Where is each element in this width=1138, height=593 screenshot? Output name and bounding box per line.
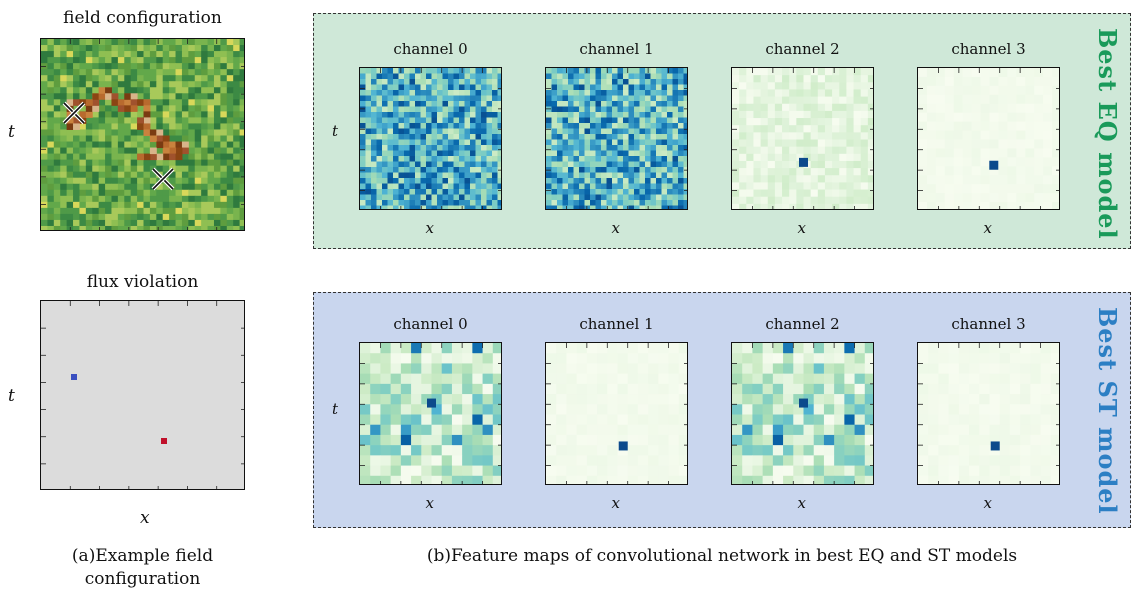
flux-tick-marks	[41, 301, 244, 489]
channel-title: channel 3	[951, 40, 1026, 58]
flux-source-marker	[71, 374, 77, 380]
feature-map	[545, 342, 688, 485]
st-t-axis-label: t	[332, 400, 339, 418]
channel-x-axis-label: x	[983, 494, 992, 512]
channel-x-axis-label: x	[611, 219, 620, 237]
feature-map	[359, 342, 502, 485]
field-configuration-svg	[41, 39, 244, 230]
channel-x-axis-label: x	[797, 219, 806, 237]
channel-x-axis-label: x	[425, 494, 434, 512]
feature-map	[917, 67, 1060, 210]
feature-map	[917, 342, 1060, 485]
channel-x-axis-label: x	[797, 494, 806, 512]
caption-b: (b)Feature maps of convolutional network…	[426, 546, 1018, 566]
channel-x-axis-label: x	[611, 494, 620, 512]
caption-a-line1: (a)Example field	[71, 546, 214, 566]
field-configuration-title: field configuration	[63, 8, 222, 28]
eq-t-axis-label: t	[332, 122, 339, 140]
feature-map	[731, 342, 874, 485]
channel-title: channel 0	[393, 315, 468, 333]
flux-start-x-marker	[62, 101, 86, 125]
field-t-axis-label: t	[8, 122, 15, 142]
channel-title: channel 2	[765, 315, 840, 333]
channel-title: channel 3	[951, 315, 1026, 333]
channel-title: channel 2	[765, 40, 840, 58]
flux-x-axis-label: x	[140, 508, 150, 528]
channel-title: channel 1	[579, 40, 654, 58]
eq-model-label: Best EQ model	[1093, 28, 1122, 240]
flux-violation-title: flux violation	[86, 272, 199, 292]
feature-map	[359, 67, 502, 210]
feature-map	[731, 67, 874, 210]
channel-x-axis-label: x	[425, 219, 434, 237]
flux-end-x-marker	[151, 167, 175, 191]
caption-a-line2: configuration	[84, 569, 201, 589]
flux-sink-marker	[161, 438, 167, 444]
channel-title: channel 0	[393, 40, 468, 58]
field-configuration-map	[40, 38, 245, 231]
channel-x-axis-label: x	[983, 219, 992, 237]
channel-title: channel 1	[579, 315, 654, 333]
flux-violation-map	[40, 300, 245, 490]
feature-map	[545, 67, 688, 210]
st-model-label: Best ST model	[1093, 307, 1122, 515]
caption-a: (a)Example field configuration	[30, 545, 255, 591]
flux-t-axis-label: t	[8, 386, 15, 406]
